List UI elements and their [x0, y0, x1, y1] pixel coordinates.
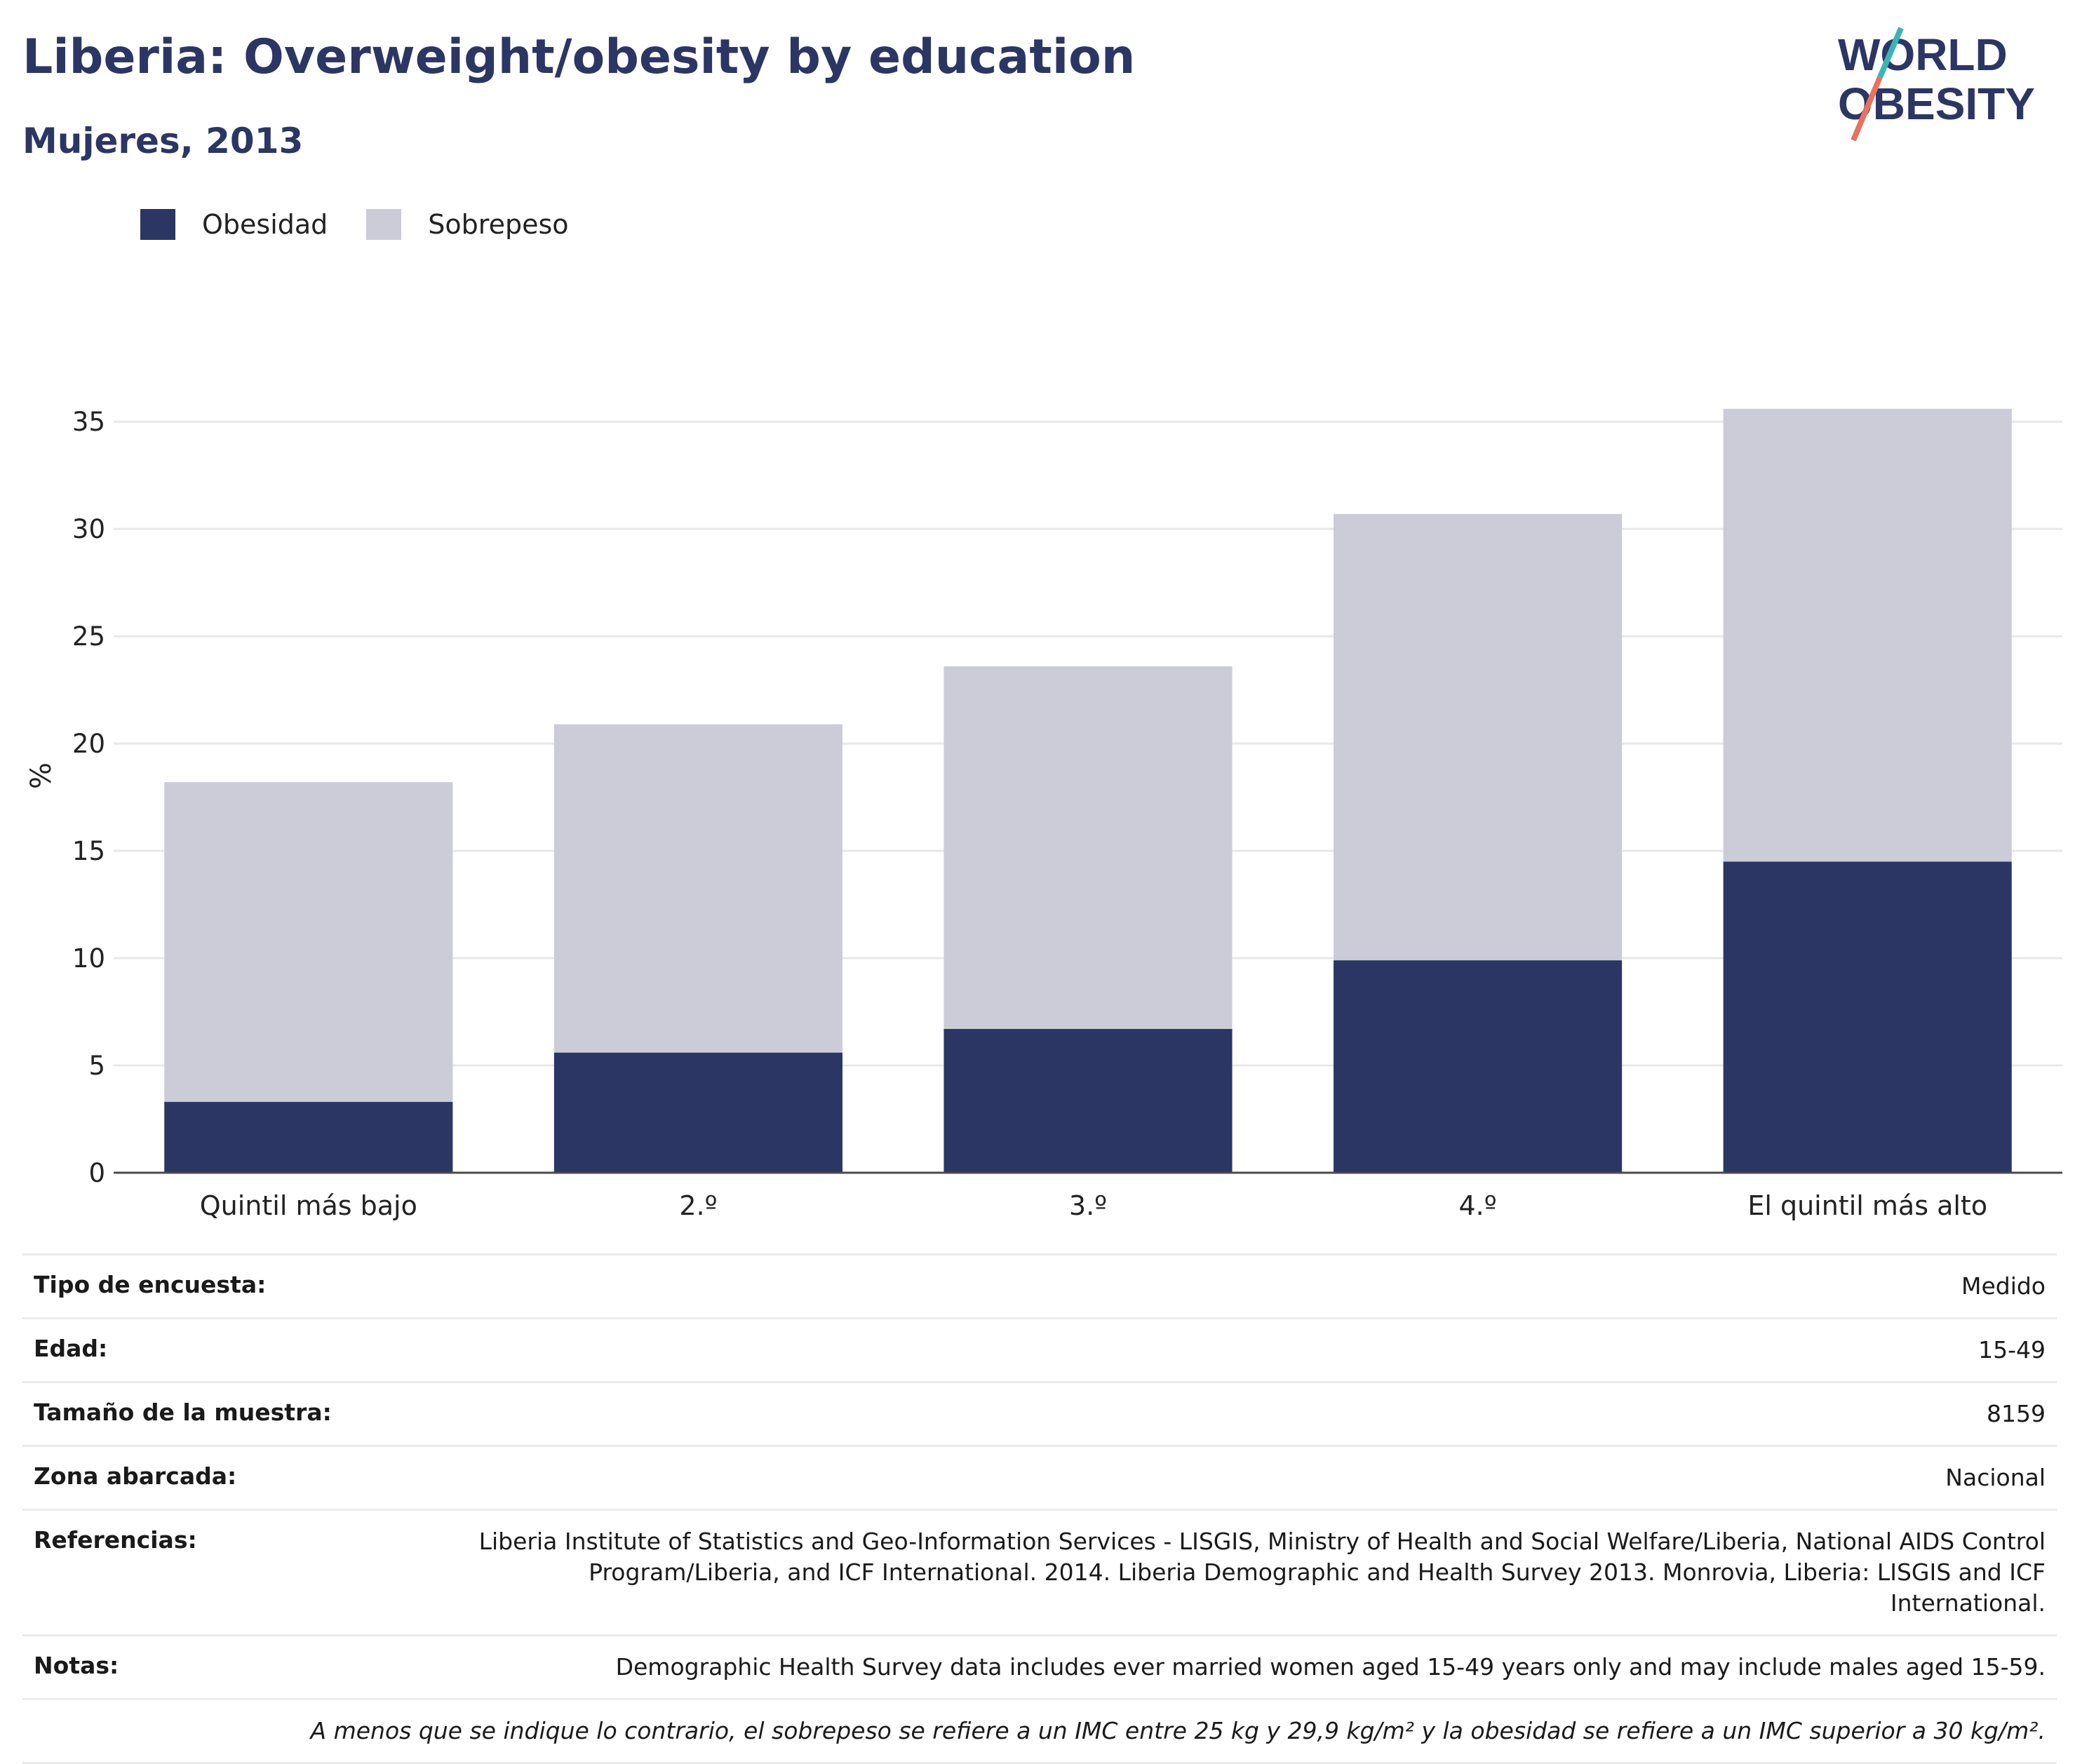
- bar-overweight: [1723, 408, 2012, 862]
- x-tick-label: 2.º: [679, 1190, 717, 1221]
- bar-overweight: [1334, 513, 1623, 961]
- meta-label: Tamaño de la muestra:: [34, 1399, 332, 1426]
- y-tick-label: 20: [72, 729, 105, 759]
- x-tick-label: 3.º: [1069, 1190, 1107, 1221]
- y-tick-label: 15: [72, 836, 105, 866]
- y-tick-label: 10: [72, 943, 105, 974]
- bar-obesity: [164, 1102, 453, 1173]
- meta-row-notes: Notas: Demographic Health Survey data in…: [22, 1634, 2057, 1698]
- bar-overweight: [164, 782, 453, 1103]
- meta-label: Tipo de encuesta:: [34, 1271, 267, 1298]
- bar-obesity: [1723, 861, 2012, 1173]
- y-tick-label: 5: [88, 1051, 105, 1081]
- meta-row-coverage: Zona abarcada: Nacional: [22, 1445, 2057, 1509]
- meta-label: Edad:: [34, 1335, 108, 1362]
- bar-obesity: [1334, 960, 1623, 1173]
- logo-slash-teal: [1877, 27, 1904, 79]
- y-tick-label: 0: [88, 1158, 105, 1188]
- meta-row-footnote: A menos que se indique lo contrario, el …: [22, 1698, 2057, 1764]
- bar-overweight: [553, 724, 842, 1053]
- meta-value: Liberia Institute of Statistics and Geo-…: [478, 1528, 2046, 1617]
- y-axis-label: %: [25, 762, 58, 789]
- meta-label: Referencias:: [34, 1526, 197, 1554]
- legend-label-obesity: Obesidad: [202, 209, 328, 240]
- x-tick-label: El quintil más alto: [1747, 1190, 1987, 1221]
- meta-value: Medido: [1961, 1272, 2046, 1300]
- chart-title: Liberia: Overweight/obesity by education: [22, 29, 1136, 85]
- world-obesity-logo: WORLD OBESITY: [1838, 27, 2035, 142]
- meta-value: 8159: [1987, 1400, 2046, 1427]
- legend-item-overweight: Sobrepeso: [366, 209, 569, 240]
- footnote: A menos que se indique lo contrario, el …: [310, 1717, 2046, 1744]
- meta-value: Demographic Health Survey data includes …: [615, 1653, 2046, 1681]
- logo-word-1: WORLD: [1838, 29, 2008, 80]
- bar-overweight: [944, 666, 1233, 1030]
- meta-value: Nacional: [1945, 1464, 2046, 1491]
- logo-slash-coral: [1851, 76, 1883, 142]
- stacked-bar-chart: 0 5 10 15 20 25 30 35% Quintil más bajo 2.º 3.º 4.º…: [25, 407, 2062, 1221]
- meta-label: Zona abarcada:: [34, 1462, 237, 1490]
- meta-row-survey-type: Tipo de encuesta: Medido: [22, 1253, 2057, 1317]
- meta-value: 15-49: [1978, 1336, 2046, 1364]
- meta-row-references: Referencias: Liberia Institute of Statis…: [22, 1509, 2057, 1634]
- meta-row-age: Edad: 15-49: [22, 1317, 2057, 1381]
- legend-swatch-obesity: [140, 209, 175, 240]
- x-tick-label: 4.º: [1459, 1190, 1497, 1221]
- bar-obesity: [944, 1029, 1233, 1173]
- y-tick-label: 25: [72, 621, 105, 652]
- chart-subtitle: Mujeres, 2013: [22, 121, 304, 161]
- chart-legend: Obesidad Sobrepeso: [140, 209, 607, 240]
- legend-swatch-overweight: [366, 209, 402, 240]
- bar-obesity: [553, 1052, 842, 1173]
- metadata-table: Tipo de encuesta: Medido Edad: 15-49 Tam…: [22, 1253, 2057, 1764]
- legend-item-obesity: Obesidad: [140, 209, 328, 240]
- y-tick-label: 30: [72, 514, 105, 544]
- meta-row-sample-size: Tamaño de la muestra: 8159: [22, 1381, 2057, 1445]
- x-tick-label: Quintil más bajo: [200, 1190, 417, 1221]
- y-tick-label: 35: [72, 407, 105, 437]
- meta-label: Notas:: [34, 1652, 119, 1679]
- legend-label-overweight: Sobrepeso: [428, 209, 569, 240]
